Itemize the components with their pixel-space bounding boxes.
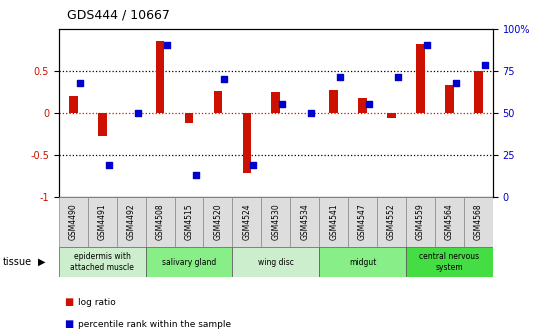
Bar [185, 113, 193, 123]
Text: tissue: tissue [3, 257, 32, 267]
Bar [175, 197, 203, 247]
Text: GSM4534: GSM4534 [300, 203, 309, 240]
Point [394, 75, 403, 80]
Bar [232, 197, 262, 247]
Text: GSM4508: GSM4508 [156, 203, 165, 240]
Text: ▶: ▶ [38, 257, 45, 267]
Bar [59, 197, 88, 247]
Point [278, 101, 287, 107]
Bar [464, 197, 493, 247]
Bar [88, 197, 116, 247]
Point [365, 101, 374, 107]
Point [480, 62, 489, 68]
Bar [319, 197, 348, 247]
Point [75, 81, 84, 86]
Point [422, 43, 431, 48]
Bar [416, 44, 425, 113]
Point [451, 81, 460, 86]
Bar [319, 247, 406, 277]
Point [133, 110, 142, 115]
Text: GSM4524: GSM4524 [242, 203, 251, 240]
Point [249, 162, 258, 167]
Text: wing disc: wing disc [258, 258, 294, 266]
Bar [59, 247, 146, 277]
Text: log ratio: log ratio [78, 298, 116, 307]
Text: salivary gland: salivary gland [162, 258, 216, 266]
Bar [445, 85, 454, 113]
Text: GSM4559: GSM4559 [416, 203, 425, 240]
Bar [387, 113, 396, 119]
Bar [348, 197, 377, 247]
Bar [262, 197, 290, 247]
Bar [406, 247, 493, 277]
Text: GSM4491: GSM4491 [97, 203, 107, 240]
Bar [242, 113, 251, 173]
Bar [98, 113, 106, 136]
Point [335, 75, 344, 80]
Text: GSM4515: GSM4515 [184, 203, 194, 240]
Bar [358, 98, 367, 113]
Bar [203, 197, 232, 247]
Text: GDS444 / 10667: GDS444 / 10667 [67, 9, 170, 22]
Bar [146, 197, 175, 247]
Point [104, 162, 113, 167]
Text: ■: ■ [64, 319, 74, 329]
Bar [377, 197, 406, 247]
Text: GSM4547: GSM4547 [358, 203, 367, 240]
Point [307, 110, 316, 115]
Text: central nervous
system: central nervous system [419, 252, 479, 272]
Text: GSM4492: GSM4492 [127, 203, 136, 240]
Text: GSM4490: GSM4490 [69, 203, 78, 240]
Text: GSM4530: GSM4530 [271, 203, 281, 240]
Bar [329, 90, 338, 113]
Text: GSM4564: GSM4564 [445, 203, 454, 240]
Point [220, 76, 229, 82]
Bar [156, 41, 165, 113]
Bar [435, 197, 464, 247]
Bar [406, 197, 435, 247]
Text: percentile rank within the sample: percentile rank within the sample [78, 320, 231, 329]
Text: GSM4568: GSM4568 [474, 203, 483, 240]
Bar [272, 92, 280, 113]
Text: midgut: midgut [349, 258, 376, 266]
Text: epidermis with
attached muscle: epidermis with attached muscle [70, 252, 134, 272]
Bar [290, 197, 319, 247]
Text: GSM4552: GSM4552 [387, 203, 396, 240]
Bar [213, 91, 222, 113]
Text: GSM4520: GSM4520 [213, 203, 222, 240]
Bar [146, 247, 232, 277]
Bar [69, 96, 78, 113]
Point [191, 172, 200, 177]
Bar [116, 197, 146, 247]
Text: ■: ■ [64, 297, 74, 307]
Bar [232, 247, 319, 277]
Bar [474, 71, 483, 113]
Text: GSM4541: GSM4541 [329, 203, 338, 240]
Point [162, 43, 171, 48]
